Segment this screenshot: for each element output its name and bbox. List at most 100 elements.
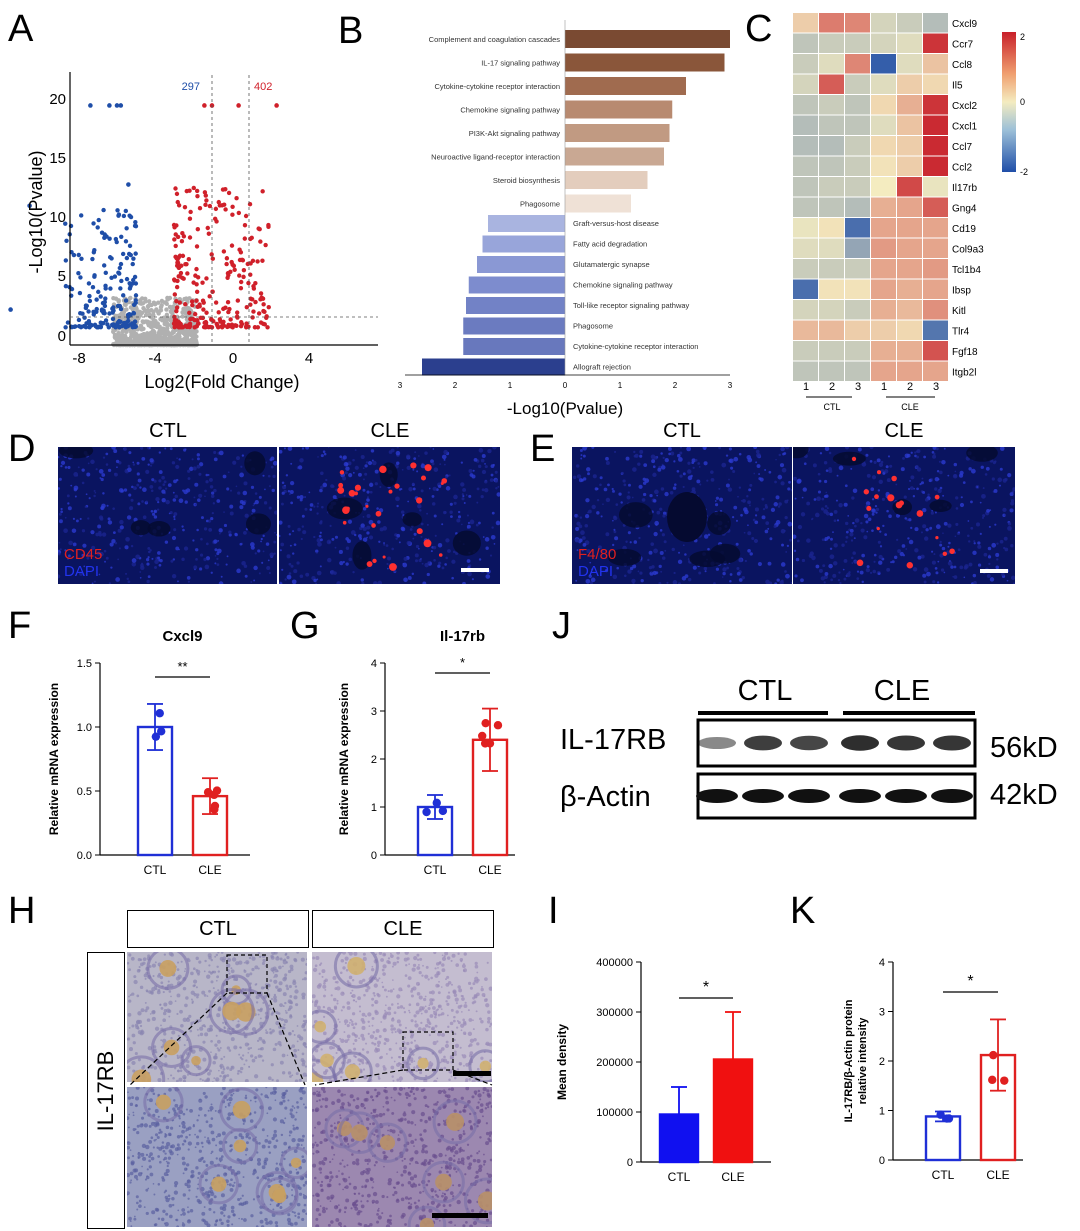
- x-tick: CTL: [932, 1168, 955, 1182]
- kegg-down-term: Phagosome: [573, 322, 613, 331]
- down-point: [95, 225, 100, 230]
- y-tick: 0: [879, 1155, 885, 1167]
- oocyte: [155, 1094, 172, 1110]
- heatmap-cell: [845, 136, 870, 156]
- down-point: [115, 208, 120, 213]
- data-point: [478, 731, 487, 741]
- up-point: [224, 256, 230, 261]
- up-point: [195, 193, 200, 199]
- down-point: [115, 320, 120, 326]
- bar: [924, 1115, 962, 1162]
- up-point: [240, 258, 246, 263]
- down-point: [86, 319, 92, 324]
- kegg-down-term: Graft-versus-host disease: [573, 219, 659, 228]
- up-point: [246, 280, 251, 286]
- heatmap-cell: [871, 341, 896, 361]
- down-point: [119, 278, 124, 284]
- heatmap-cell: [845, 115, 870, 135]
- up-point: [227, 306, 232, 312]
- kegg-up-term: Steroid biosynthesis: [493, 176, 560, 185]
- up-point: [239, 320, 244, 325]
- heatmap-cell: [819, 197, 844, 217]
- gene-label: Cd19: [952, 224, 976, 235]
- down-point: [94, 297, 99, 302]
- ihc-image-ctl-high: [127, 1087, 307, 1227]
- kegg-up-bar: [565, 100, 673, 119]
- heatmap-cell: [845, 197, 870, 217]
- y-tick: 300000: [596, 1007, 633, 1019]
- up-point: [266, 224, 271, 229]
- up-point: [247, 202, 253, 207]
- column-label: 3: [855, 381, 861, 393]
- gene-label: Col9a3: [952, 245, 984, 256]
- marker-signal: [891, 475, 897, 482]
- heatmap-cell: [923, 259, 948, 279]
- down-point: [119, 323, 125, 329]
- heatmap-cell: [923, 74, 948, 94]
- up-point: [179, 238, 185, 244]
- heatmap-cell: [871, 33, 896, 53]
- gene-label: Tcl1b4: [952, 265, 981, 276]
- blot-band-il17rb: [887, 735, 925, 751]
- heatmap-cell: [871, 156, 896, 176]
- down-point: [123, 298, 129, 303]
- up-point: [263, 242, 268, 248]
- down-point: [100, 321, 106, 326]
- e-ctl-header: CTL: [663, 420, 701, 442]
- up-point: [253, 280, 258, 286]
- data-point: [493, 721, 503, 730]
- down-point: [133, 293, 139, 298]
- up-point: [242, 223, 248, 228]
- down-point: [133, 219, 138, 225]
- down-point: [112, 274, 118, 279]
- data-point: [432, 798, 441, 808]
- x-tick: 2: [453, 381, 458, 390]
- x-tick: CLE: [721, 1170, 744, 1184]
- gene-label: Ccr7: [952, 40, 974, 51]
- down-point: [69, 324, 74, 330]
- y-tick: 0.5: [77, 786, 92, 798]
- blot-band-actin: [839, 789, 881, 803]
- up-point: [218, 319, 223, 324]
- down-point: [101, 207, 106, 213]
- up-point: [187, 321, 193, 326]
- up-point: [173, 243, 178, 249]
- down-point: [130, 281, 136, 286]
- up-point: [189, 299, 195, 304]
- up-point: [228, 317, 233, 322]
- heatmap-cell: [819, 115, 844, 135]
- ihc-image-cle-high: [312, 1087, 492, 1227]
- heatmap-cell: [871, 197, 896, 217]
- up-point: [197, 302, 202, 307]
- up-point: [174, 223, 179, 228]
- down-point: [103, 296, 108, 301]
- heatmap-cell: [819, 177, 844, 197]
- marker-signal: [424, 464, 432, 472]
- up-point: [192, 311, 198, 317]
- down-point: [87, 298, 93, 304]
- up-point: [201, 300, 206, 305]
- if-image-d-cle: [279, 447, 500, 584]
- y-tick: 15: [49, 150, 66, 167]
- marker-signal: [866, 505, 872, 512]
- down-point: [106, 325, 112, 330]
- scale-max: 2: [1020, 32, 1025, 42]
- heatmap-cell: [871, 177, 896, 197]
- heatmap-cell: [923, 95, 948, 115]
- heatmap-cell: [923, 115, 948, 135]
- heatmap-cell: [897, 115, 922, 135]
- up-point: [174, 298, 179, 304]
- heatmap-cell: [897, 300, 922, 320]
- h-cle-header: CLE: [312, 910, 494, 948]
- oocyte: [163, 1039, 180, 1056]
- kegg-up-term: Chemokine signaling pathway: [460, 106, 560, 115]
- down-point: [63, 325, 68, 330]
- western-blot: CTL CLE IL-17RB β-Actin 56kD 42kD: [560, 675, 1058, 820]
- y-tick: 0: [371, 850, 377, 862]
- down-point: [132, 319, 138, 324]
- up-point: [172, 237, 177, 242]
- x-tick: CTL: [424, 863, 447, 877]
- marker-signal: [365, 504, 369, 508]
- heatmap-cell: [845, 156, 870, 176]
- up-point: [226, 190, 232, 196]
